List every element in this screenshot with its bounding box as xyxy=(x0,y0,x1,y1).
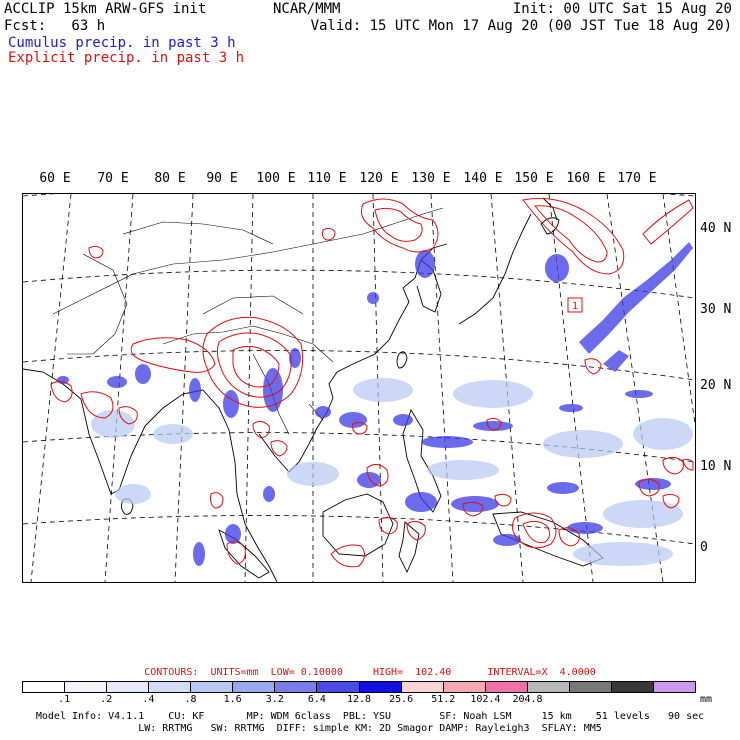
colorbar-tick-label: 51.2 xyxy=(431,694,456,705)
gridline-lon-100e xyxy=(244,194,254,582)
gridline-lat-20n xyxy=(23,350,695,381)
gridline-lon-170e xyxy=(662,194,695,425)
lon-label-90e: 90 E xyxy=(206,171,238,186)
lat-label-10n: 10 N xyxy=(700,459,732,474)
lon-label-120e: 120 E xyxy=(359,171,399,186)
colorbar-cell xyxy=(527,682,570,692)
lat-label-0: 0 xyxy=(700,540,708,555)
gridline-lon-90e xyxy=(174,194,194,582)
colorbar-tick-label: 1.6 xyxy=(223,694,242,705)
lon-label-170e: 170 E xyxy=(617,171,657,186)
lat-label-20n: 20 N xyxy=(700,378,732,393)
lon-label-160e: 160 E xyxy=(566,171,606,186)
lon-label-140e: 140 E xyxy=(463,171,503,186)
colorbar-tick-label: 3.2 xyxy=(265,694,284,705)
lon-label-110e: 110 E xyxy=(307,171,347,186)
colorbar-cell xyxy=(65,682,108,692)
colorbar-cell xyxy=(653,682,695,692)
lat-label-40n: 40 N xyxy=(700,221,732,236)
lon-label-130e: 130 E xyxy=(411,171,451,186)
gridline-lon-80e xyxy=(104,194,134,582)
gridline-lat-40n xyxy=(23,194,695,197)
colorbar-tick-label: 12.8 xyxy=(346,694,372,705)
legend-explicit: Explicit precip. in past 3 h xyxy=(8,50,245,66)
lon-label-150e: 150 E xyxy=(514,171,554,186)
model-info-line2: LW: RRTMG SW: RRTMG DIFF: simple KM: 2D … xyxy=(138,723,602,734)
lon-label-60e: 60 E xyxy=(39,171,71,186)
colorbar-tick-label: .8 xyxy=(184,694,197,705)
gridline-lon-70e xyxy=(30,194,72,582)
colorbar-cell xyxy=(275,682,318,692)
colorbar-cell xyxy=(23,682,66,692)
colorbar-cell xyxy=(443,682,486,692)
colorbar-cell xyxy=(569,682,612,692)
gridline-lat-0 xyxy=(23,515,695,545)
precip-map: 1 xyxy=(22,193,696,583)
colorbar xyxy=(22,681,696,693)
svg-text:1: 1 xyxy=(572,301,578,312)
colorbar-cell xyxy=(401,682,444,692)
lon-label-70e: 70 E xyxy=(97,171,129,186)
cumulus-precip xyxy=(57,242,693,566)
colorbar-tick-label: 6.4 xyxy=(307,694,326,705)
contours-caption: CONTOURS: UNITS=mm LOW= 0.10000 HIGH= 10… xyxy=(144,667,596,678)
colorbar-cell xyxy=(611,682,654,692)
lon-label-100e: 100 E xyxy=(256,171,296,186)
colorbar-cell xyxy=(149,682,192,692)
legend-cumulus: Cumulus precip. in past 3 h xyxy=(8,35,236,51)
colorbar-tick-label: .2 xyxy=(100,694,113,705)
lon-label-80e: 80 E xyxy=(154,171,186,186)
colorbar-unit: mm xyxy=(700,694,713,705)
colorbar-tick-label: 25.6 xyxy=(389,694,414,705)
colorbar-tick-label: 102.4 xyxy=(470,694,501,705)
colorbar-ticks: .1 .2 .4 .8 1.6 3.2 6.4 12.8 25.6 51.2 102.4 204.8 xyxy=(22,694,696,706)
colorbar-cell xyxy=(233,682,276,692)
colorbar-cell xyxy=(485,682,528,692)
init-time: Init: 00 UTC Sat 15 Aug 20 xyxy=(512,1,732,17)
cumulus-precip-light xyxy=(91,378,693,566)
colorbar-cell xyxy=(317,682,360,692)
explicit-precip-contours xyxy=(50,197,694,568)
gridline-lon-140e xyxy=(490,194,524,582)
colorbar-cell xyxy=(359,682,402,692)
colorbar-cell xyxy=(191,682,234,692)
forecast-hour: Fcst: 63 h xyxy=(4,18,106,34)
gridline-lon-130e xyxy=(430,194,454,582)
model-info-line1: Model Info: V4.1.1 CU: KF MP: WDM 6class… xyxy=(35,711,705,722)
colorbar-tick-label: .1 xyxy=(58,694,71,705)
agency-label: NCAR/MMM xyxy=(273,1,341,17)
gridline-lat-30n xyxy=(23,269,695,299)
valid-time: Valid: 15 UTC Mon 17 Aug 20 (00 JST Tue … xyxy=(310,18,732,34)
colorbar-tick-label: .4 xyxy=(142,694,155,705)
lat-label-30n: 30 N xyxy=(700,302,732,317)
product-title: ACCLIP 15km ARW-GFS init xyxy=(4,1,207,17)
colorbar-cell xyxy=(107,682,150,692)
station-marker: 1 xyxy=(567,297,583,313)
gridline-lon-120e xyxy=(372,194,384,582)
colorbar-tick-label: 204.8 xyxy=(512,694,543,705)
